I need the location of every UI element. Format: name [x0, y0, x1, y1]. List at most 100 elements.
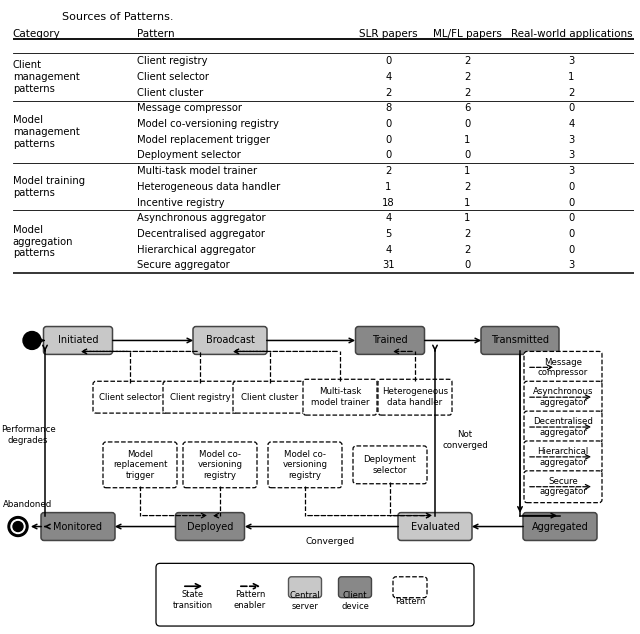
Text: Model
management
patterns: Model management patterns — [13, 115, 79, 148]
Text: 1: 1 — [465, 198, 471, 207]
Text: 2: 2 — [465, 56, 471, 67]
Text: 3: 3 — [568, 135, 575, 145]
Text: 4: 4 — [385, 213, 392, 223]
Text: 0: 0 — [385, 119, 392, 129]
Circle shape — [13, 522, 23, 531]
Text: Model co-
versioning
registry: Model co- versioning registry — [198, 450, 243, 480]
Text: 0: 0 — [568, 229, 575, 239]
Text: Model
aggregation
patterns: Model aggregation patterns — [13, 225, 74, 258]
Text: 2: 2 — [465, 87, 471, 98]
FancyBboxPatch shape — [175, 513, 244, 540]
Circle shape — [8, 517, 28, 536]
Text: Deployment selector: Deployment selector — [137, 150, 241, 160]
Text: 3: 3 — [568, 261, 575, 270]
FancyBboxPatch shape — [524, 441, 602, 473]
Text: Client
management
patterns: Client management patterns — [13, 60, 79, 94]
Text: 0: 0 — [385, 56, 392, 67]
Text: 0: 0 — [568, 182, 575, 192]
FancyBboxPatch shape — [103, 442, 177, 488]
Text: Not
converged: Not converged — [442, 430, 488, 450]
FancyBboxPatch shape — [233, 381, 307, 413]
FancyBboxPatch shape — [355, 327, 424, 354]
Text: Converged: Converged — [305, 537, 355, 546]
FancyBboxPatch shape — [398, 513, 472, 540]
Text: 8: 8 — [385, 103, 392, 113]
FancyBboxPatch shape — [44, 327, 113, 354]
Text: 0: 0 — [465, 150, 470, 160]
Text: 1: 1 — [568, 72, 575, 82]
FancyBboxPatch shape — [339, 577, 371, 598]
Text: 3: 3 — [568, 56, 575, 67]
Text: 0: 0 — [568, 245, 575, 255]
Text: 2: 2 — [465, 72, 471, 82]
Text: Central
server: Central server — [290, 592, 321, 611]
Text: Model training
patterns: Model training patterns — [13, 176, 85, 198]
Text: 0: 0 — [568, 103, 575, 113]
Text: 1: 1 — [385, 182, 392, 192]
Text: 0: 0 — [568, 198, 575, 207]
Text: 2: 2 — [465, 229, 471, 239]
Text: Category: Category — [13, 29, 61, 39]
Text: Monitored: Monitored — [54, 522, 102, 531]
Text: 4: 4 — [385, 72, 392, 82]
Text: Heterogeneous
data handler: Heterogeneous data handler — [382, 387, 448, 407]
Text: 0: 0 — [385, 150, 392, 160]
Text: 3: 3 — [568, 150, 575, 160]
FancyBboxPatch shape — [378, 379, 452, 415]
Text: 3: 3 — [568, 166, 575, 176]
Text: 2: 2 — [465, 245, 471, 255]
Text: Pattern: Pattern — [137, 29, 175, 39]
Text: Pattern: Pattern — [395, 597, 425, 605]
Text: Abandoned: Abandoned — [3, 500, 52, 509]
Text: 2: 2 — [385, 166, 392, 176]
Text: 18: 18 — [382, 198, 395, 207]
Text: Multi-task model trainer: Multi-task model trainer — [137, 166, 257, 176]
Text: Deployed: Deployed — [187, 522, 233, 531]
Text: Sources of Patterns.: Sources of Patterns. — [63, 12, 174, 22]
FancyBboxPatch shape — [163, 381, 237, 413]
Circle shape — [11, 520, 25, 533]
Text: Client selector: Client selector — [99, 392, 161, 402]
Text: Trained: Trained — [372, 335, 408, 346]
Text: Broadcast: Broadcast — [205, 335, 255, 346]
FancyBboxPatch shape — [524, 411, 602, 443]
FancyBboxPatch shape — [268, 442, 342, 488]
Text: 0: 0 — [385, 135, 392, 145]
FancyBboxPatch shape — [183, 442, 257, 488]
Text: Secure aggregator: Secure aggregator — [137, 261, 230, 270]
Text: Client cluster: Client cluster — [241, 392, 299, 402]
Text: Incentive registry: Incentive registry — [137, 198, 225, 207]
Text: Real-world applications: Real-world applications — [511, 29, 632, 39]
Text: 4: 4 — [385, 245, 392, 255]
Text: Pattern
enabler: Pattern enabler — [234, 590, 266, 610]
Text: Heterogeneous data handler: Heterogeneous data handler — [137, 182, 280, 192]
Text: 0: 0 — [465, 261, 470, 270]
FancyBboxPatch shape — [41, 513, 115, 540]
Text: 2: 2 — [568, 87, 575, 98]
Text: 5: 5 — [385, 229, 392, 239]
FancyBboxPatch shape — [524, 471, 602, 503]
FancyBboxPatch shape — [193, 327, 267, 354]
Text: Asynchronous aggregator: Asynchronous aggregator — [137, 213, 266, 223]
Text: Model replacement trigger: Model replacement trigger — [137, 135, 270, 145]
FancyBboxPatch shape — [523, 513, 597, 540]
Text: Secure
aggregator: Secure aggregator — [539, 477, 587, 496]
Text: 4: 4 — [568, 119, 575, 129]
Text: Initiated: Initiated — [58, 335, 99, 346]
FancyBboxPatch shape — [289, 577, 321, 598]
FancyBboxPatch shape — [393, 577, 427, 598]
FancyBboxPatch shape — [524, 351, 602, 383]
Text: 1: 1 — [465, 213, 471, 223]
Text: Client registry: Client registry — [137, 56, 207, 67]
Text: Hierarchical
aggregator: Hierarchical aggregator — [538, 447, 589, 467]
FancyBboxPatch shape — [156, 564, 474, 626]
Text: Model
replacement
trigger: Model replacement trigger — [113, 450, 167, 480]
Text: 0: 0 — [465, 119, 470, 129]
Text: Client registry: Client registry — [170, 392, 230, 402]
Text: ML/FL papers: ML/FL papers — [433, 29, 502, 39]
Text: State
transition: State transition — [173, 590, 213, 610]
Text: Model co-
versioning
registry: Model co- versioning registry — [282, 450, 328, 480]
Text: Evaluated: Evaluated — [411, 522, 460, 531]
Text: Model co-versioning registry: Model co-versioning registry — [137, 119, 279, 129]
Text: Message
compressor: Message compressor — [538, 358, 588, 377]
